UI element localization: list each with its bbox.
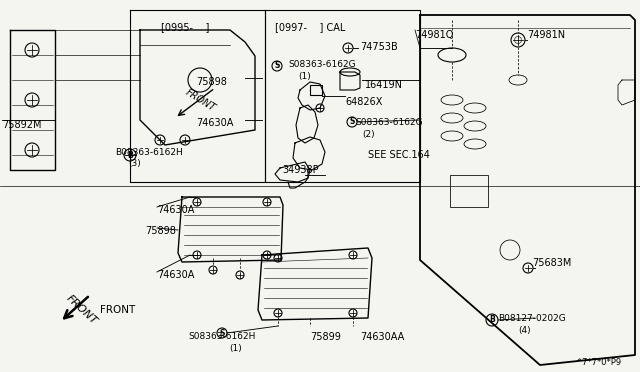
Text: [0995-    ]: [0995- ] bbox=[161, 22, 209, 32]
Bar bbox=[450, 175, 488, 207]
Text: 74630A: 74630A bbox=[196, 118, 234, 128]
Text: 74630AA: 74630AA bbox=[360, 332, 404, 342]
Text: (1): (1) bbox=[298, 72, 311, 81]
Text: S08363-6162H: S08363-6162H bbox=[188, 332, 256, 341]
Text: FRONT: FRONT bbox=[65, 294, 99, 327]
Bar bbox=[310, 85, 322, 95]
Text: B08363-6162H: B08363-6162H bbox=[115, 148, 183, 157]
Text: SEE SEC.164: SEE SEC.164 bbox=[368, 150, 430, 160]
Text: S08363-6162G: S08363-6162G bbox=[288, 60, 356, 69]
Text: B: B bbox=[127, 151, 133, 160]
Text: S: S bbox=[349, 118, 355, 126]
Text: FRONT: FRONT bbox=[100, 305, 135, 315]
Text: ^7*7*0*P9: ^7*7*0*P9 bbox=[575, 358, 621, 367]
Text: [0997-    ] CAL: [0997- ] CAL bbox=[275, 22, 345, 32]
Text: (3): (3) bbox=[128, 159, 141, 168]
Text: 16419N: 16419N bbox=[365, 80, 403, 90]
Text: (2): (2) bbox=[362, 130, 374, 139]
Text: S08363-6162G: S08363-6162G bbox=[355, 118, 422, 127]
Text: 34938P: 34938P bbox=[282, 165, 319, 175]
Text: 64826X: 64826X bbox=[345, 97, 382, 107]
Text: 75683M: 75683M bbox=[532, 258, 572, 268]
Text: 74981Q: 74981Q bbox=[415, 30, 453, 40]
Text: 74630A: 74630A bbox=[157, 270, 195, 280]
Text: 74981N: 74981N bbox=[527, 30, 565, 40]
Text: FRONT: FRONT bbox=[183, 87, 217, 113]
Text: (1): (1) bbox=[230, 344, 243, 353]
Text: S: S bbox=[275, 61, 280, 71]
Text: 75898: 75898 bbox=[196, 77, 227, 87]
Text: B08127-0202G: B08127-0202G bbox=[498, 314, 566, 323]
Text: B: B bbox=[489, 315, 495, 324]
Text: (4): (4) bbox=[518, 326, 531, 335]
Text: 74753B: 74753B bbox=[360, 42, 397, 52]
Text: 74630A: 74630A bbox=[157, 205, 195, 215]
Text: 75898: 75898 bbox=[145, 226, 176, 236]
Text: S: S bbox=[220, 328, 225, 337]
Text: 75899: 75899 bbox=[310, 332, 341, 342]
Text: 75892M: 75892M bbox=[2, 120, 42, 130]
